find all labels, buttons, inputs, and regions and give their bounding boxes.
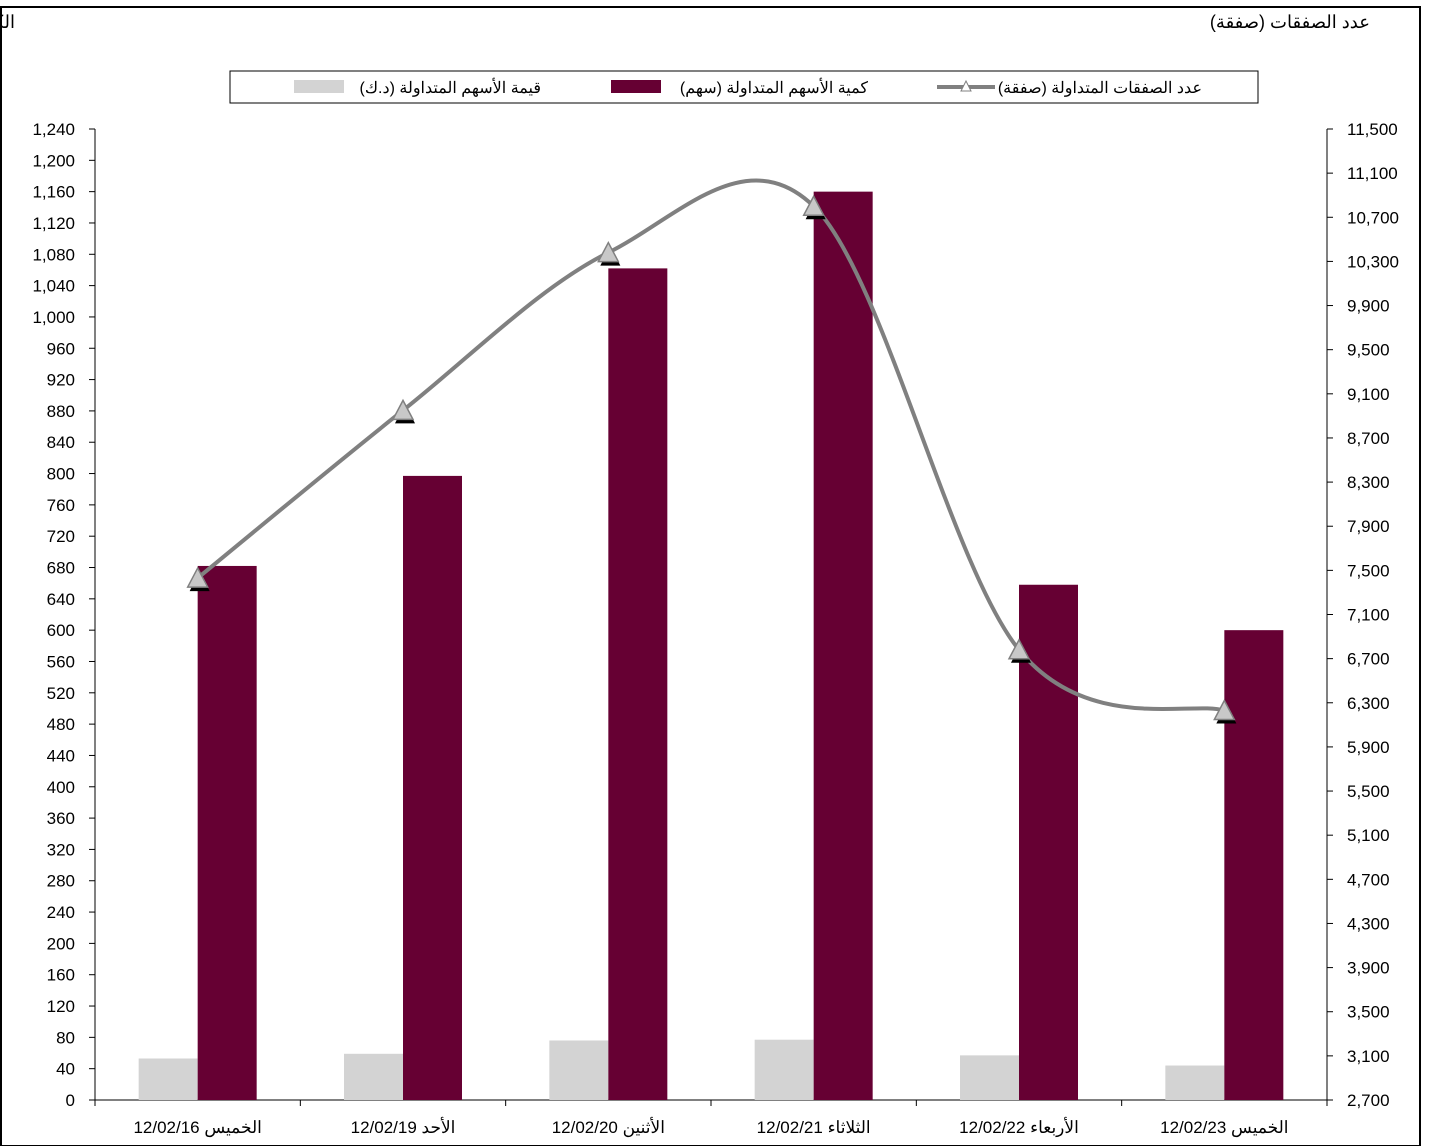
right-tick-label: 8,700 xyxy=(1347,429,1390,448)
left-tick-label: 640 xyxy=(47,590,75,609)
left-tick-label: 600 xyxy=(47,621,75,640)
bar-quantity xyxy=(1019,584,1078,1100)
right-tick-label: 9,900 xyxy=(1347,297,1390,316)
left-axis-ticks: 0 40 80 120 160 200 240 280 320 360 400 440 480 520 56… xyxy=(32,120,95,1110)
left-tick-label: 1,080 xyxy=(32,245,75,264)
left-tick-label: 680 xyxy=(47,559,75,578)
left-tick-label: 1,120 xyxy=(32,214,75,233)
right-tick-label: 8,300 xyxy=(1347,473,1390,492)
legend-marker-transactions xyxy=(960,79,972,92)
left-tick-label: 1,000 xyxy=(32,308,75,327)
right-tick-label: 6,700 xyxy=(1347,650,1390,669)
bars xyxy=(138,191,1284,1101)
legend-label-value: قيمة الأسهم المتداولة (د.ك) xyxy=(360,78,541,97)
right-tick-label: 3,900 xyxy=(1347,959,1390,978)
x-tick-label: 12/02/20 الأثنين xyxy=(552,1117,665,1138)
left-tick-label: 480 xyxy=(47,715,75,734)
legend: عدد الصفقات المتداولة (صفقة) كمية الأسهم … xyxy=(229,70,1259,104)
left-tick-label: 280 xyxy=(47,872,75,891)
bar-quantity xyxy=(403,475,462,1100)
x-tick-label: 12/02/23 الخميس xyxy=(1160,1118,1288,1138)
left-tick-label: 240 xyxy=(47,903,75,922)
left-tick-label: 1,200 xyxy=(32,151,75,170)
right-tick-label: 7,500 xyxy=(1347,561,1390,580)
right-tick-label: 6,300 xyxy=(1347,694,1390,713)
left-tick-label: 1,160 xyxy=(32,183,75,202)
x-axis-ticks: 12/02/16 الخميس 12/02/19 الأحد 12/02/20 ال… xyxy=(94,1100,1328,1138)
right-tick-label: 3,500 xyxy=(1347,1003,1390,1022)
bar-value xyxy=(1165,1065,1225,1100)
right-tick-label: 7,100 xyxy=(1347,606,1390,625)
right-tick-label: 3,100 xyxy=(1347,1047,1390,1066)
bar-quantity xyxy=(608,268,668,1100)
left-tick-label: 920 xyxy=(47,371,75,390)
left-tick-label: 440 xyxy=(47,746,75,765)
left-tick-label: 560 xyxy=(47,652,75,671)
right-tick-label: 5,900 xyxy=(1347,738,1390,757)
legend-box xyxy=(229,70,1259,104)
left-tick-label: 320 xyxy=(47,840,75,859)
left-tick-label: 0 xyxy=(66,1091,75,1110)
left-axis-title: الكمية (مليون سهم) والقيمة (مليون د.ك) xyxy=(0,12,15,33)
right-tick-label: 4,300 xyxy=(1347,914,1390,933)
legend-label-quantity: كمية الأسهم المتداولة (سهم) xyxy=(680,78,869,97)
right-tick-label: 2,700 xyxy=(1347,1091,1390,1110)
plot-area: 0 40 80 120 160 200 240 280 320 360 400 440 480 520 56… xyxy=(32,120,1399,1138)
line-marker xyxy=(1213,698,1236,721)
bar-value xyxy=(549,1040,609,1100)
left-tick-label: 520 xyxy=(47,684,75,703)
right-tick-label: 11,500 xyxy=(1347,120,1398,139)
left-tick-label: 960 xyxy=(47,339,75,358)
line-marker xyxy=(391,398,415,421)
left-tick-label: 1,240 xyxy=(32,120,75,139)
left-tick-label: 40 xyxy=(56,1060,75,1079)
right-tick-label: 10,700 xyxy=(1347,208,1399,227)
legend-swatch-quantity xyxy=(611,80,661,93)
line-marker xyxy=(1007,638,1031,660)
left-tick-label: 360 xyxy=(47,809,75,828)
line-marker xyxy=(186,566,209,588)
x-tick-label: 12/02/16 الخميس xyxy=(133,1118,261,1138)
left-tick-label: 400 xyxy=(47,778,75,797)
x-tick-label: 12/02/22 الأربعاء xyxy=(959,1117,1079,1138)
left-tick-label: 160 xyxy=(47,966,75,985)
left-tick-label: 120 xyxy=(47,997,75,1016)
right-tick-label: 9,500 xyxy=(1347,341,1390,360)
left-tick-label: 200 xyxy=(47,934,75,953)
legend-label-transactions: عدد الصفقات المتداولة (صفقة) xyxy=(998,80,1202,97)
right-tick-label: 4,700 xyxy=(1347,870,1390,889)
left-tick-label: 720 xyxy=(47,527,75,546)
right-tick-label: 5,100 xyxy=(1347,826,1390,845)
bar-value xyxy=(754,1039,814,1100)
x-tick-label: 12/02/19 الأحد xyxy=(351,1117,456,1137)
right-tick-label: 10,300 xyxy=(1347,252,1399,271)
left-tick-label: 880 xyxy=(47,402,75,421)
bar-quantity xyxy=(197,565,257,1100)
x-tick-label: 12/02/21 الثلاثاء xyxy=(757,1118,871,1137)
left-tick-label: 840 xyxy=(47,433,75,452)
right-tick-label: 7,900 xyxy=(1347,517,1390,536)
right-axis-title: عدد الصفقات (صفقة) xyxy=(1210,12,1370,32)
left-tick-label: 800 xyxy=(47,465,75,484)
bar-value xyxy=(344,1053,403,1100)
left-tick-label: 760 xyxy=(47,496,75,515)
right-axis-ticks: 2,700 3,100 3,500 3,900 4,300 4,700 5,100 5,500… xyxy=(1327,120,1399,1110)
legend-swatch-value xyxy=(294,80,344,93)
line-series xyxy=(186,178,1237,724)
bar-quantity xyxy=(1224,630,1284,1100)
right-tick-label: 5,500 xyxy=(1347,782,1390,801)
bar-value xyxy=(960,1055,1019,1100)
bar-quantity xyxy=(813,191,873,1101)
line-marker xyxy=(802,194,825,216)
line-marker xyxy=(597,240,620,263)
right-tick-label: 9,100 xyxy=(1347,385,1390,404)
right-tick-label: 11,100 xyxy=(1347,164,1398,183)
bar-value xyxy=(138,1058,198,1100)
left-tick-label: 1,040 xyxy=(32,277,75,296)
left-tick-label: 80 xyxy=(56,1028,75,1047)
